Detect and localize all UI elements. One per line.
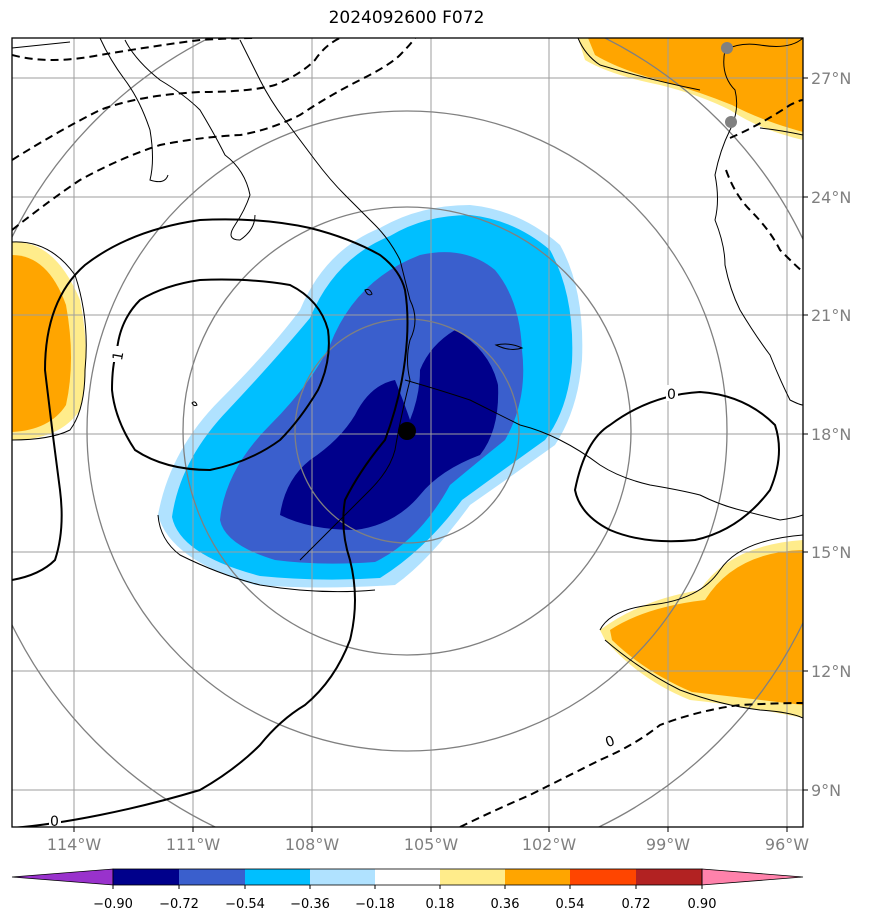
colorbar-extend-high bbox=[701, 868, 804, 886]
colorbar-tick-label: 0.36 bbox=[491, 897, 520, 912]
city-marker bbox=[721, 42, 733, 54]
axis-ticks bbox=[73, 77, 808, 832]
contour-label: 0 bbox=[667, 387, 676, 403]
colorbar-segment bbox=[179, 869, 245, 885]
lat-label: 27°N bbox=[811, 69, 851, 88]
lat-label: 24°N bbox=[811, 188, 851, 207]
city-marker bbox=[725, 116, 737, 128]
lon-label: 105°W bbox=[404, 835, 459, 854]
colorbar-tick-label: −0.72 bbox=[159, 897, 199, 912]
colorbar-tick-label: 0.90 bbox=[688, 897, 717, 912]
colorbar-extend-low bbox=[11, 868, 114, 886]
contour-label: 1 bbox=[110, 350, 127, 362]
lon-label: 99°W bbox=[646, 835, 690, 854]
colorbar-tick-label: 0.54 bbox=[556, 897, 585, 912]
colorbar-segment bbox=[375, 869, 440, 885]
lon-label: 102°W bbox=[522, 835, 577, 854]
lon-label: 108°W bbox=[285, 835, 340, 854]
map-area: 1 0 0 0 bbox=[12, 38, 803, 830]
colorbar-tick-label: −0.90 bbox=[93, 897, 133, 912]
map-frame bbox=[11, 37, 804, 828]
coastlines bbox=[12, 38, 803, 719]
contour-label: 0 bbox=[50, 814, 59, 830]
colorbar-segment bbox=[570, 869, 636, 885]
colorbar-segment bbox=[440, 869, 505, 885]
contour-label-group: 1 0 0 0 bbox=[49, 346, 678, 830]
positive-anomaly-fill bbox=[12, 38, 803, 718]
lon-label: 96°W bbox=[765, 835, 809, 854]
lon-label: 114°W bbox=[47, 835, 102, 854]
lon-label: 111°W bbox=[166, 835, 221, 854]
colorbar-tick-label: −0.36 bbox=[290, 897, 330, 912]
longitude-labels: 114°W 111°W 108°W 105°W 102°W 99°W 96°W bbox=[47, 835, 809, 854]
solid-contours bbox=[12, 218, 780, 827]
colorbar-segment bbox=[310, 869, 375, 885]
lat-label: 12°N bbox=[811, 662, 851, 681]
colorbar-segment bbox=[245, 869, 310, 885]
colorbar-segment bbox=[636, 869, 702, 885]
dashed-contours bbox=[12, 38, 803, 827]
colorbar-tick-label: 0.72 bbox=[622, 897, 651, 912]
storm-center-marker bbox=[398, 422, 416, 440]
colorbar-tick-label: −0.54 bbox=[225, 897, 265, 912]
colorbar-segment bbox=[505, 869, 570, 885]
lat-label: 9°N bbox=[811, 781, 841, 800]
lat-label: 15°N bbox=[811, 543, 851, 562]
colorbar-segment bbox=[113, 869, 179, 885]
latitude-labels: 27°N 24°N 21°N 18°N 15°N 12°N 9°N bbox=[811, 69, 851, 800]
colorbar-tick-label: 0.18 bbox=[426, 897, 455, 912]
lat-label: 21°N bbox=[811, 306, 851, 325]
map-title: 2024092600 F072 bbox=[328, 8, 485, 28]
lat-label: 18°N bbox=[811, 425, 851, 444]
colorbar: −0.90 −0.72 −0.54 −0.36 −0.18 0.18 0.36 … bbox=[11, 868, 804, 912]
colorbar-tick-label: −0.18 bbox=[355, 897, 395, 912]
